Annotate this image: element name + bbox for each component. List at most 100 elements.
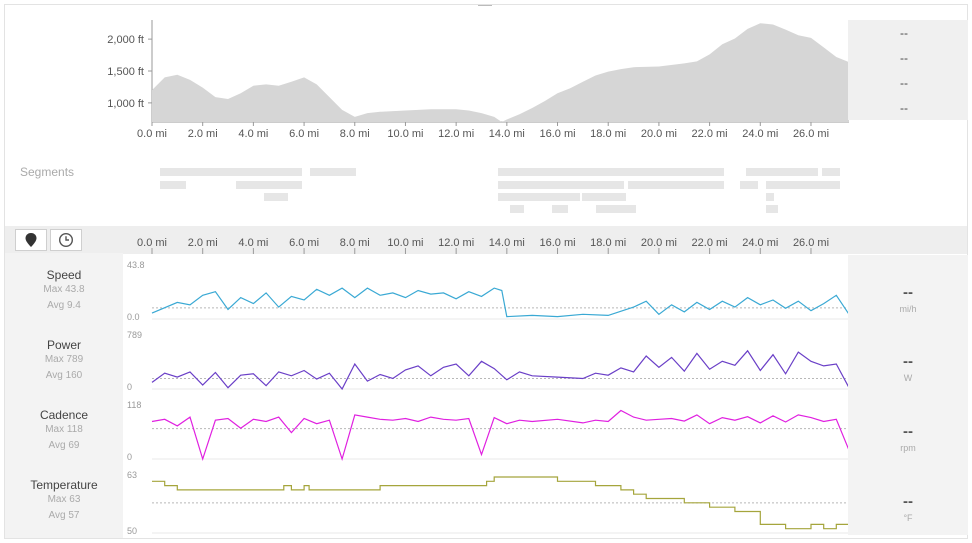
segment-bar[interactable]: [628, 181, 724, 189]
elevation-x-tick-label: 8.0 mi: [340, 128, 370, 140]
top-handle: [478, 0, 492, 6]
elevation-y-tick-label: 1,500 ft: [107, 66, 144, 78]
distance-mode-button[interactable]: [15, 229, 47, 251]
segment-bar[interactable]: [746, 168, 818, 176]
elevation-side-value: --: [900, 76, 908, 90]
toolbar-x-tick-label: 10.0 mi: [387, 237, 423, 249]
stream-ymax-label: 63: [127, 470, 137, 480]
map-pin-icon: [25, 233, 37, 247]
stream-ymin-label: 0.0: [127, 312, 140, 322]
elevation-x-tick-label: 6.0 mi: [289, 128, 319, 140]
toolbar-x-tick-label: 8.0 mi: [340, 237, 370, 249]
segment-bar[interactable]: [766, 205, 778, 213]
cadence-current-value: --: [903, 423, 913, 440]
metric-avg: Avg 57: [48, 510, 80, 521]
stream-ymin-label: 50: [127, 526, 137, 536]
power-unit: W: [903, 373, 913, 383]
speed-line: [151, 287, 850, 318]
cadence-line: [151, 409, 850, 462]
metric-name: Power: [46, 338, 81, 352]
speed-unit: mi/h: [899, 304, 917, 314]
elevation-side-value: --: [900, 26, 908, 40]
toolbar-x-tick-label: 6.0 mi: [289, 237, 319, 249]
elevation-x-tick-label: 26.0 mi: [793, 128, 829, 140]
elevation-x-tick-label: 14.0 mi: [489, 128, 525, 140]
power-stream: 789 0: [127, 330, 850, 392]
cadence-unit: rpm: [900, 443, 916, 453]
clock-icon: [58, 232, 74, 248]
stream-ymax-label: 43.8: [127, 260, 145, 270]
segment-bar[interactable]: [160, 168, 302, 176]
segment-bar[interactable]: [510, 205, 524, 213]
elevation-side-value: --: [900, 51, 908, 65]
speed-current-value: --: [903, 284, 913, 301]
toolbar-x-tick-label: 24.0 mi: [742, 237, 778, 249]
toolbar-x-tick-label: 16.0 mi: [539, 237, 575, 249]
segment-bar[interactable]: [160, 181, 186, 189]
elevation-x-ticks: 0.0 mi 2.0 mi 4.0 mi 6.0 mi 8.0 mi 10.0 mi 12.…: [137, 122, 829, 140]
metric-avg: Avg 9.4: [47, 300, 81, 311]
toolbar-x-tick-label: 0.0 mi: [137, 237, 167, 249]
toolbar-x-tick-label: 18.0 mi: [590, 237, 626, 249]
stream-ymax-label: 789: [127, 330, 142, 340]
elevation-x-tick-label: 4.0 mi: [238, 128, 268, 140]
elevation-side-panel: -- -- -- --: [848, 20, 968, 120]
metric-avg: Avg 160: [45, 370, 83, 381]
elevation-area: [152, 23, 849, 123]
elevation-chart[interactable]: 2,000 ft 1,500 ft 1,000 ft 0.0 mi 2.0 mi 4.0…: [0, 0, 972, 150]
toolbar-x-tick-label: 26.0 mi: [793, 237, 829, 249]
cadence-metric-label: Cadence Max 118 Avg 69: [5, 408, 123, 454]
temperature-stream: 63 50: [127, 470, 849, 536]
elevation-x-tick-label: 12.0 mi: [438, 128, 474, 140]
stream-ymax-label: 118: [127, 400, 141, 410]
segment-bar[interactable]: [740, 181, 758, 189]
stream-ymin-label: 0: [127, 452, 132, 462]
segment-bar[interactable]: [264, 193, 288, 201]
segment-bar[interactable]: [596, 205, 636, 213]
metric-max: Max 789: [44, 354, 84, 365]
segment-bar[interactable]: [236, 181, 302, 189]
temperature-line: [152, 476, 849, 530]
segment-bar[interactable]: [498, 168, 724, 176]
elevation-x-tick-label: 0.0 mi: [137, 128, 167, 140]
segment-bar[interactable]: [552, 205, 568, 213]
metric-max: Max 63: [47, 494, 81, 505]
cadence-stream: 118 0: [127, 400, 850, 462]
elevation-x-tick-label: 20.0 mi: [641, 128, 677, 140]
metric-streams-chart[interactable]: 43.8 0.0 789 0 118 0 63 50: [0, 253, 972, 543]
time-mode-button[interactable]: [50, 229, 82, 251]
segment-bar[interactable]: [582, 193, 626, 201]
elevation-x-tick-label: 16.0 mi: [539, 128, 575, 140]
stream-ymin-label: 0: [127, 382, 132, 392]
power-metric-label: Power Max 789 Avg 160: [5, 338, 123, 384]
stream-groups: 43.8 0.0 789 0 118 0 63 50: [127, 260, 850, 536]
temperature-metric-label: Temperature Max 63 Avg 57: [5, 478, 123, 524]
speed-metric-label: Speed Max 43.8 Avg 9.4: [5, 268, 123, 314]
metric-max: Max 43.8: [43, 284, 85, 295]
toolbar-x-ticks: 0.0 mi 2.0 mi 4.0 mi 6.0 mi 8.0 mi 10.0 mi 12.…: [137, 237, 829, 254]
metric-name: Cadence: [39, 408, 89, 422]
elevation-x-tick-label: 22.0 mi: [692, 128, 728, 140]
toolbar-x-tick-label: 14.0 mi: [489, 237, 525, 249]
segment-bar[interactable]: [766, 181, 840, 189]
temperature-current-value: --: [903, 493, 913, 510]
streams-left-bg: [5, 253, 123, 538]
elevation-y-tick-label: 1,000 ft: [107, 98, 144, 110]
toolbar-x-tick-label: 22.0 mi: [692, 237, 728, 249]
metric-name: Speed: [46, 268, 82, 282]
segment-bar[interactable]: [498, 181, 624, 189]
toolbar-x-tick-label: 2.0 mi: [188, 237, 218, 249]
power-line: [151, 349, 850, 391]
elevation-side-value: --: [900, 101, 908, 115]
segment-bar[interactable]: [766, 193, 774, 201]
toolbar-x-tick-label: 20.0 mi: [641, 237, 677, 249]
metric-value-panel: [848, 255, 968, 535]
toolbar-x-tick-label: 12.0 mi: [438, 237, 474, 249]
segment-bar[interactable]: [498, 193, 580, 201]
metric-max: Max 118: [45, 424, 83, 435]
segment-bar[interactable]: [310, 168, 356, 176]
temperature-unit: °F: [903, 513, 913, 523]
elevation-x-tick-label: 2.0 mi: [188, 128, 218, 140]
elevation-x-tick-label: 18.0 mi: [590, 128, 626, 140]
segment-bar[interactable]: [822, 168, 840, 176]
